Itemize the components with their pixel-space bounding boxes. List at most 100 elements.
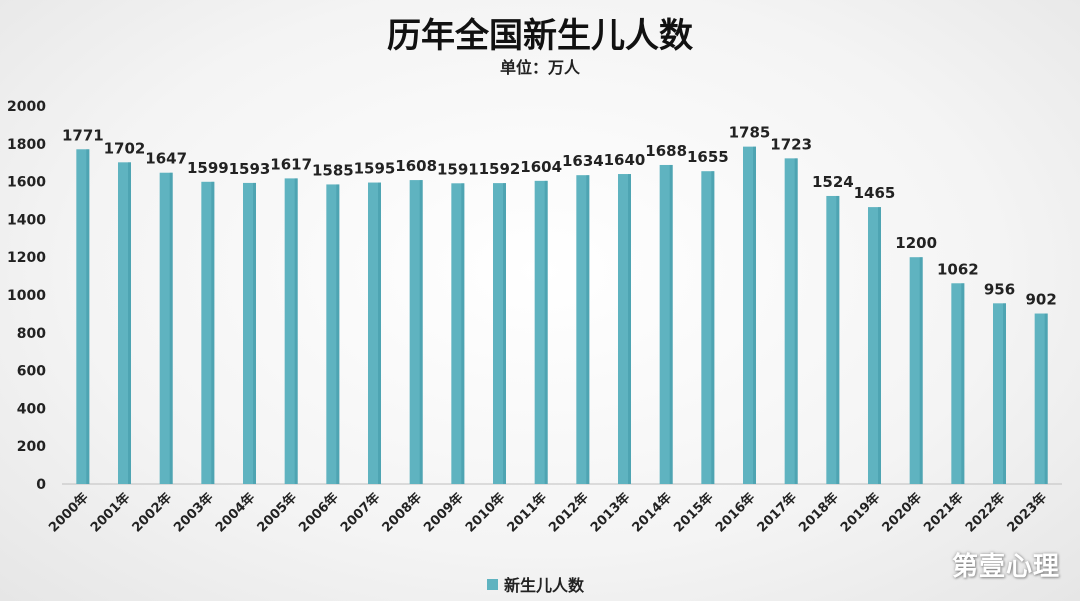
data-label: 1640	[604, 151, 646, 169]
x-tick-label: 2009年	[421, 490, 467, 536]
data-label: 1617	[270, 155, 312, 173]
bar	[701, 171, 715, 484]
y-tick-label: 1400	[7, 212, 46, 228]
x-tick-label: 2013年	[587, 490, 633, 536]
bar	[826, 195, 840, 485]
bar-shade	[253, 182, 256, 484]
bar-shade	[1003, 303, 1006, 484]
bar-shade	[503, 183, 506, 484]
bar	[243, 182, 256, 484]
data-label: 1702	[104, 139, 146, 157]
x-tick-label: 2005年	[254, 490, 300, 536]
data-label: 902	[1026, 291, 1057, 309]
y-tick-label: 200	[17, 439, 46, 455]
bar-shade	[294, 178, 298, 484]
chart-title: 历年全国新生儿人数	[387, 16, 693, 56]
x-tick-label: 2008年	[379, 490, 425, 536]
x-tick-label: 2022年	[962, 490, 1008, 536]
bar-shade	[336, 184, 340, 484]
bar-shade	[419, 180, 423, 484]
bar-shade	[919, 257, 923, 484]
data-label: 1585	[312, 161, 354, 179]
data-label: 956	[984, 280, 1015, 298]
bar	[76, 149, 90, 484]
bar	[409, 180, 423, 484]
bar-shade	[794, 158, 798, 484]
bar-shade	[211, 181, 215, 484]
bar-shade	[128, 162, 131, 484]
y-tick-label: 1800	[7, 137, 46, 153]
bar-shade	[628, 174, 631, 485]
data-label: 1465	[854, 184, 896, 202]
data-label: 1200	[895, 234, 937, 252]
legend-label: 新生儿人数	[504, 576, 585, 595]
data-label: 1524	[812, 173, 854, 191]
data-label: 1595	[354, 160, 396, 178]
bar-shade	[669, 164, 673, 484]
y-tick-label: 800	[17, 326, 46, 342]
bar	[493, 183, 506, 484]
bar-shade	[711, 171, 715, 484]
watermark: 第壹心理	[951, 552, 1060, 582]
x-tick-label: 2021年	[921, 490, 967, 536]
x-tick-label: 2019年	[837, 490, 883, 536]
data-label: 1723	[770, 135, 812, 153]
legend-swatch	[487, 578, 498, 590]
bar	[618, 174, 631, 485]
x-tick-label: 2012年	[546, 490, 592, 536]
x-tick-label: 2000年	[46, 490, 92, 536]
bar-shade	[86, 149, 90, 484]
bar	[159, 172, 173, 485]
data-label: 1655	[687, 148, 729, 166]
data-label: 1062	[937, 260, 979, 278]
bar	[909, 257, 923, 484]
bar-shade	[378, 182, 381, 485]
x-tick-label: 2003年	[171, 490, 217, 536]
bar	[534, 180, 548, 484]
chart-subtitle: 单位：万人	[499, 58, 580, 77]
y-tick-label: 1200	[7, 250, 46, 266]
x-tick-label: 2001年	[87, 490, 133, 536]
data-label: 1785	[729, 124, 771, 142]
x-tick-label: 2010年	[462, 490, 508, 536]
bar-shade	[461, 183, 465, 484]
bar	[1034, 313, 1048, 484]
x-tick-label: 2016年	[712, 490, 758, 536]
bar	[118, 162, 131, 484]
data-label: 1591	[437, 160, 479, 178]
data-label: 1634	[562, 152, 604, 170]
x-tick-label: 2015年	[671, 490, 717, 536]
y-tick-label: 400	[17, 401, 46, 417]
bar	[368, 182, 381, 485]
bar	[576, 175, 590, 484]
y-tick-label: 2000	[7, 99, 46, 115]
legend: 新生儿人数	[487, 572, 584, 596]
y-tick-label: 600	[17, 364, 46, 380]
bar	[868, 207, 881, 485]
bar	[326, 184, 340, 484]
data-label: 1771	[62, 126, 104, 144]
x-tick-label: 2006年	[296, 490, 342, 536]
x-tick-label: 2011年	[504, 490, 550, 536]
x-tick-label: 2007年	[337, 490, 383, 536]
bar	[784, 158, 798, 484]
data-label: 1599	[187, 159, 229, 177]
x-tick-label: 2014年	[629, 490, 675, 536]
bar-shade	[753, 146, 756, 484]
bar	[201, 181, 215, 484]
data-label: 1647	[145, 150, 187, 168]
y-tick-label: 0	[36, 477, 46, 493]
x-tick-label: 2004年	[212, 490, 258, 536]
bar	[284, 178, 298, 484]
bar	[951, 283, 965, 484]
bar	[451, 183, 465, 484]
bar	[993, 303, 1006, 484]
data-label: 1604	[520, 158, 562, 176]
bar	[659, 164, 673, 484]
data-label: 1608	[395, 157, 437, 175]
bar	[743, 146, 756, 484]
bar-shade	[836, 195, 840, 485]
x-tick-label: 2020年	[879, 490, 925, 536]
bar-shade	[169, 172, 173, 485]
